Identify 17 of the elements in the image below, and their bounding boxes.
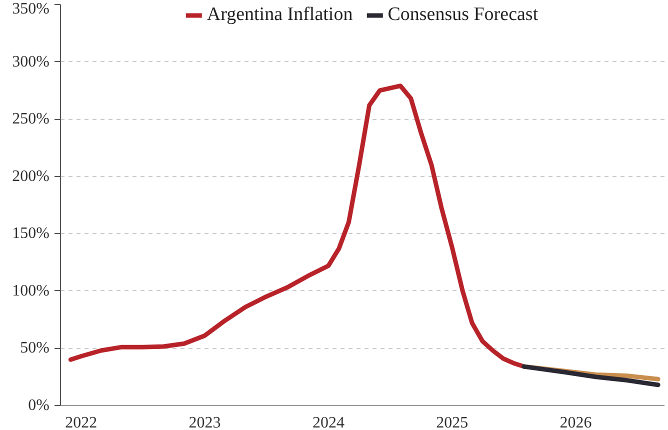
x-tick-label: 2022 xyxy=(65,414,98,430)
legend-label: Consensus Forecast xyxy=(388,4,538,26)
line-series xyxy=(68,84,526,369)
y-tick-label: 100% xyxy=(12,282,50,300)
line-series xyxy=(522,364,660,388)
y-tick-label: 350% xyxy=(12,0,50,18)
y-tick-label: 250% xyxy=(12,110,50,128)
x-tick-label: 2023 xyxy=(188,414,221,430)
y-tick-label: 0% xyxy=(28,397,50,414)
x-tick-label: 2025 xyxy=(436,414,468,430)
x-tick-label: 2026 xyxy=(560,414,592,430)
y-tick-label: 50% xyxy=(20,340,50,357)
y-tick-label: 150% xyxy=(12,225,50,242)
y-tick-label: 300% xyxy=(12,53,50,70)
y-tick-label: 200% xyxy=(12,168,50,185)
legend-label: Argentina Inflation xyxy=(206,4,353,26)
x-tick-label: 2024 xyxy=(312,414,344,430)
